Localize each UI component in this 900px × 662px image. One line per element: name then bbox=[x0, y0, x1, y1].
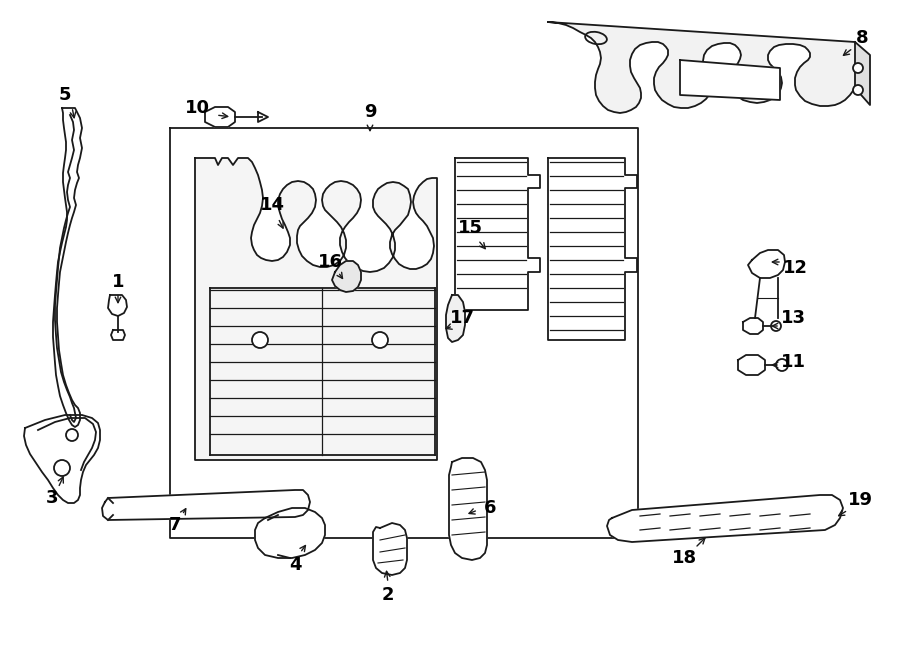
Polygon shape bbox=[743, 318, 763, 334]
Text: 2: 2 bbox=[382, 586, 394, 604]
Polygon shape bbox=[748, 250, 785, 278]
Circle shape bbox=[66, 429, 78, 441]
Text: 1: 1 bbox=[112, 273, 124, 291]
Polygon shape bbox=[102, 490, 310, 520]
Text: 8: 8 bbox=[856, 29, 868, 47]
Text: 18: 18 bbox=[672, 549, 698, 567]
Polygon shape bbox=[258, 112, 268, 122]
Polygon shape bbox=[332, 261, 361, 292]
Polygon shape bbox=[680, 60, 780, 100]
Circle shape bbox=[776, 359, 788, 371]
Text: 6: 6 bbox=[484, 499, 496, 517]
Circle shape bbox=[252, 332, 268, 348]
Text: 13: 13 bbox=[780, 309, 806, 327]
Circle shape bbox=[372, 332, 388, 348]
Text: 10: 10 bbox=[184, 99, 210, 117]
Polygon shape bbox=[607, 495, 843, 542]
Polygon shape bbox=[373, 523, 407, 575]
Text: 12: 12 bbox=[782, 259, 807, 277]
Polygon shape bbox=[455, 158, 540, 310]
Polygon shape bbox=[108, 295, 127, 316]
Polygon shape bbox=[53, 108, 82, 427]
Text: 16: 16 bbox=[318, 253, 343, 271]
Polygon shape bbox=[170, 128, 638, 538]
Polygon shape bbox=[548, 158, 637, 340]
Text: 9: 9 bbox=[364, 103, 376, 121]
Circle shape bbox=[853, 85, 863, 95]
Polygon shape bbox=[111, 330, 125, 340]
Text: 11: 11 bbox=[780, 353, 806, 371]
Text: 17: 17 bbox=[449, 309, 474, 327]
Text: 3: 3 bbox=[46, 489, 58, 507]
Text: 14: 14 bbox=[259, 196, 284, 214]
Text: 19: 19 bbox=[848, 491, 872, 509]
Polygon shape bbox=[855, 42, 870, 105]
Circle shape bbox=[853, 63, 863, 73]
Text: 5: 5 bbox=[58, 86, 71, 104]
Text: 4: 4 bbox=[289, 556, 302, 574]
Polygon shape bbox=[205, 107, 235, 127]
Polygon shape bbox=[195, 158, 437, 460]
Polygon shape bbox=[255, 508, 325, 558]
Circle shape bbox=[54, 460, 70, 476]
Text: 15: 15 bbox=[457, 219, 482, 237]
Polygon shape bbox=[738, 355, 765, 375]
Polygon shape bbox=[449, 458, 487, 560]
Polygon shape bbox=[548, 22, 862, 113]
Text: 7: 7 bbox=[169, 516, 181, 534]
Circle shape bbox=[771, 321, 781, 331]
Polygon shape bbox=[446, 295, 465, 342]
Polygon shape bbox=[24, 415, 100, 503]
